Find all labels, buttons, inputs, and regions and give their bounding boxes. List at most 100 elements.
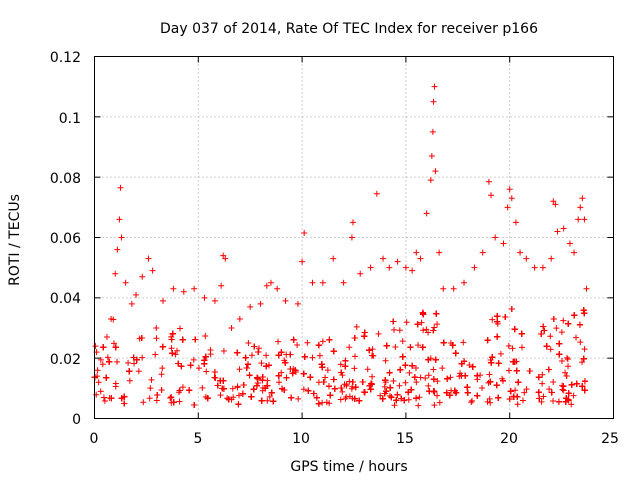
data-point [364,366,371,373]
data-point [146,395,153,402]
data-point [399,338,406,345]
data-point [97,388,104,395]
data-point [117,184,124,191]
data-point [471,264,478,271]
data-point [488,192,495,199]
data-point [474,372,481,379]
data-point [359,379,366,386]
data-point [386,264,393,271]
data-point [484,398,491,405]
data-point [512,387,519,394]
data-point [346,344,353,351]
data-point [563,372,570,379]
data-point [327,392,334,399]
data-point [235,401,242,408]
data-point [394,391,401,398]
data-point [434,392,441,399]
data-point [349,379,356,386]
data-point [235,392,242,399]
data-point [397,366,404,373]
data-point [515,379,522,386]
data-point [103,334,110,341]
data-point [287,365,294,372]
data-point [316,352,323,359]
data-point [176,387,183,394]
data-point [351,365,358,372]
data-point [121,400,128,407]
data-point [367,386,374,393]
data-point [170,285,177,292]
data-point [402,362,409,369]
data-point [577,204,584,211]
data-point [339,372,346,379]
data-point [396,327,403,334]
data-point [553,325,560,332]
data-point [94,367,101,374]
data-point [217,377,224,384]
data-point [319,399,326,406]
data-point [546,386,553,393]
data-point [167,395,174,402]
data-point [112,270,119,277]
data-point [361,333,368,340]
data-point [577,339,584,346]
data-point [550,378,557,385]
data-point [580,355,587,362]
data-point [160,297,167,304]
data-point [450,285,457,292]
data-point [211,369,218,376]
data-point [349,219,356,226]
data-point [565,320,572,327]
data-point [429,128,436,135]
y-tick-label: 0.1 [59,111,81,127]
data-point [502,314,509,321]
data-point [319,338,326,345]
data-point [265,362,272,369]
data-point [368,381,375,388]
data-point [519,397,526,404]
data-point [229,385,236,392]
data-point [357,270,364,277]
data-point [248,352,255,359]
data-point [310,390,317,397]
data-point [236,366,243,373]
data-point [409,267,416,274]
data-point [149,267,156,274]
data-point [254,374,261,381]
data-point [258,360,265,367]
data-point [131,360,138,367]
data-point [535,389,542,396]
data-point [300,386,307,393]
data-point [566,240,573,247]
data-point [464,389,471,396]
data-point [343,381,350,388]
data-point [288,394,295,401]
data-point [176,398,183,405]
data-point [240,381,247,388]
data-point [369,346,376,353]
data-point [138,334,145,341]
data-point [187,362,194,369]
data-point [565,363,572,370]
data-point [423,210,430,217]
data-point [477,372,484,379]
data-point [154,392,161,399]
data-point [125,359,132,366]
data-point [121,393,128,400]
data-point [399,353,406,360]
data-point [250,386,257,393]
data-point [330,255,337,262]
data-point [518,344,525,351]
data-point [431,83,438,90]
data-point [159,365,166,372]
data-point [191,285,198,292]
data-point [469,363,476,370]
data-point [263,363,270,370]
data-point [411,374,418,381]
data-point [541,327,548,334]
data-point [295,395,302,402]
data-point [488,359,495,366]
data-point [101,397,108,404]
data-point [220,347,227,354]
